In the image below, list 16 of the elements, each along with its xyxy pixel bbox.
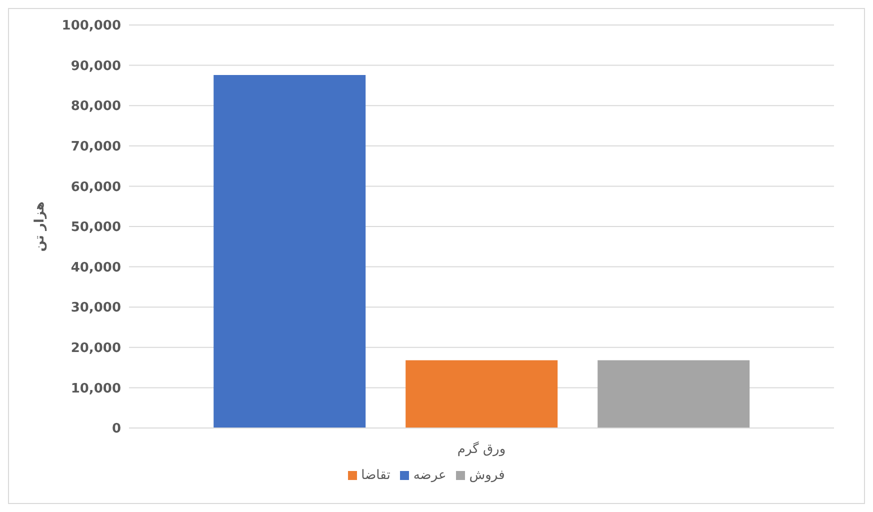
- y-tick-label: 60,000: [70, 180, 121, 195]
- x-tick-label: ورق گرم: [457, 441, 506, 458]
- y-tick-label: 100,000: [62, 18, 121, 34]
- y-axis-title: هزار تن: [32, 201, 48, 252]
- y-tick-label: 70,000: [70, 140, 121, 155]
- legend-label: تقاضا: [361, 468, 390, 483]
- y-tick-label: 40,000: [70, 260, 121, 276]
- y-tick-label: 10,000: [70, 381, 121, 396]
- y-tick-label: 0: [112, 422, 121, 437]
- legend-label: عرضه: [413, 468, 446, 483]
- y-tick-label: 50,000: [70, 220, 121, 236]
- legend-label: فروش: [469, 468, 505, 483]
- y-tick-label: 80,000: [70, 99, 121, 114]
- y-tick-label: 30,000: [70, 300, 121, 316]
- y-tick-label: 20,000: [70, 341, 121, 356]
- y-tick-label: 90,000: [70, 58, 121, 74]
